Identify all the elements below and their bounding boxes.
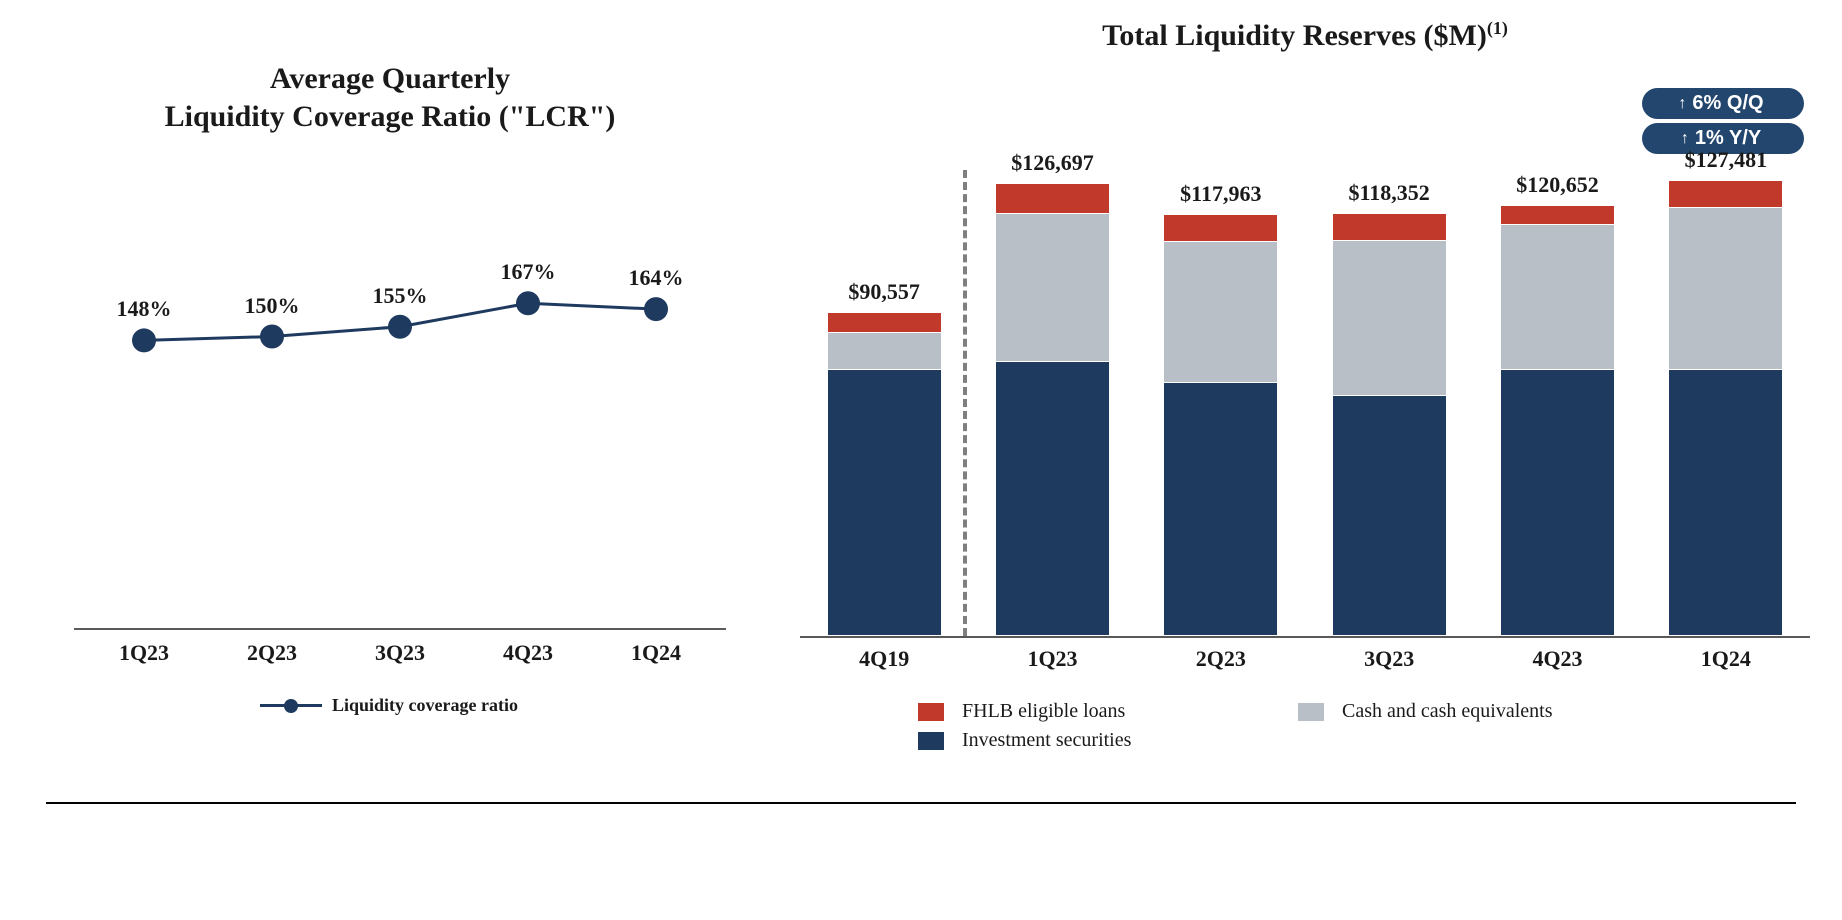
line-point-label: 150%	[245, 293, 300, 319]
bar	[1500, 204, 1615, 636]
line-chart-title-line2: Liquidity Coverage Ratio ("LCR")	[165, 100, 616, 133]
line-x-label: 1Q24	[631, 640, 681, 666]
line-chart-plot: 148% 150% 155% 167% 164%	[80, 180, 720, 630]
legend-line-label: Liquidity coverage ratio	[332, 695, 518, 716]
bar-segment-investment	[996, 361, 1109, 635]
bar	[1163, 213, 1278, 636]
bar-segment-cash	[1164, 241, 1277, 382]
bar-chart-title-sup: (1)	[1487, 18, 1508, 38]
bar-segment-cash	[1501, 224, 1614, 369]
bar-segment-investment	[1501, 369, 1614, 635]
legend-swatch-cash	[1298, 703, 1324, 721]
bar	[1668, 179, 1783, 636]
bar-total-label: $127,481	[1685, 147, 1768, 173]
legend-label-cash: Cash and cash equivalents	[1342, 700, 1553, 723]
growth-badge: ↑ 6% Q/Q	[1642, 88, 1804, 119]
bar	[995, 182, 1110, 636]
line-marker	[260, 325, 284, 349]
line-marker	[132, 328, 156, 352]
line-point-label: 148%	[117, 296, 172, 322]
line-x-label: 3Q23	[375, 640, 425, 666]
bar-total-label: $117,963	[1180, 181, 1261, 207]
legend-label-investment: Investment securities	[962, 729, 1131, 752]
legend-item-cash: Cash and cash equivalents	[1298, 700, 1598, 723]
line-point-label: 164%	[629, 265, 684, 291]
bar-segment-investment	[828, 369, 941, 635]
legend-swatch-fhlb	[918, 703, 944, 721]
line-point-label: 155%	[373, 283, 428, 309]
line-chart-legend: Liquidity coverage ratio	[260, 695, 518, 716]
bar-segment-cash	[996, 213, 1109, 361]
bar	[827, 311, 942, 636]
legend-label-fhlb: FHLB eligible loans	[962, 700, 1125, 723]
line-chart-x-labels: 1Q23 2Q23 3Q23 4Q23 1Q24	[80, 640, 720, 680]
legend-line-sample	[260, 704, 322, 707]
bar-chart-x-axis	[800, 636, 1810, 638]
bar-segment-fhlb	[828, 312, 941, 332]
footer-divider	[46, 802, 1796, 804]
bar-segment-fhlb	[1669, 180, 1782, 207]
growth-badge-text: 6% Q/Q	[1692, 92, 1763, 115]
line-chart-title-line1: Average Quarterly	[270, 62, 510, 95]
growth-badges: ↑6% Q/Q↑1% Y/Y	[1642, 88, 1804, 154]
line-chart-svg	[80, 180, 720, 630]
bar-segment-fhlb	[1501, 205, 1614, 225]
bar-x-label: 4Q19	[859, 646, 909, 672]
bar-segment-investment	[1669, 369, 1782, 635]
bar-x-label: 3Q23	[1364, 646, 1414, 672]
line-marker	[644, 297, 668, 321]
line-marker	[388, 315, 412, 339]
bar-total-label: $90,557	[848, 279, 920, 305]
bar-x-label: 1Q24	[1701, 646, 1751, 672]
bar-chart-legend: FHLB eligible loans Cash and cash equiva…	[918, 700, 1798, 758]
legend-line-dot-icon	[284, 699, 298, 713]
bar-segment-cash	[828, 332, 941, 369]
line-x-label: 2Q23	[247, 640, 297, 666]
bar-segment-cash	[1669, 207, 1782, 369]
bar-x-label: 2Q23	[1196, 646, 1246, 672]
bar-chart-title-text: Total Liquidity Reserves ($M)	[1102, 19, 1487, 52]
bar-segment-cash	[1333, 240, 1446, 395]
bar-total-label: $118,352	[1349, 180, 1430, 206]
arrow-up-icon: ↑	[1681, 130, 1689, 148]
line-chart-title: Average Quarterly Liquidity Coverage Rat…	[0, 60, 780, 135]
arrow-up-icon: ↑	[1678, 95, 1686, 113]
bar-segment-fhlb	[996, 183, 1109, 213]
bar	[1332, 212, 1447, 636]
line-x-label: 1Q23	[119, 640, 169, 666]
bar-x-label: 1Q23	[1027, 646, 1077, 672]
legend-swatch-investment	[918, 732, 944, 750]
line-point-label: 167%	[501, 259, 556, 285]
bar-total-label: $120,652	[1516, 172, 1599, 198]
bar-total-label: $126,697	[1011, 150, 1094, 176]
line-marker	[516, 291, 540, 315]
bar-segment-fhlb	[1164, 214, 1277, 241]
bar-chart-title: Total Liquidity Reserves ($M)(1)	[800, 18, 1810, 53]
bar-x-label: 4Q23	[1532, 646, 1582, 672]
line-x-label: 4Q23	[503, 640, 553, 666]
bar-segment-investment	[1333, 395, 1446, 635]
bar-segment-investment	[1164, 382, 1277, 635]
line-chart-x-axis	[74, 628, 726, 630]
legend-item-fhlb: FHLB eligible loans	[918, 700, 1218, 723]
legend-item-investment: Investment securities	[918, 729, 1218, 752]
bar-segment-fhlb	[1333, 213, 1446, 240]
bar-chart-divider	[963, 170, 967, 636]
